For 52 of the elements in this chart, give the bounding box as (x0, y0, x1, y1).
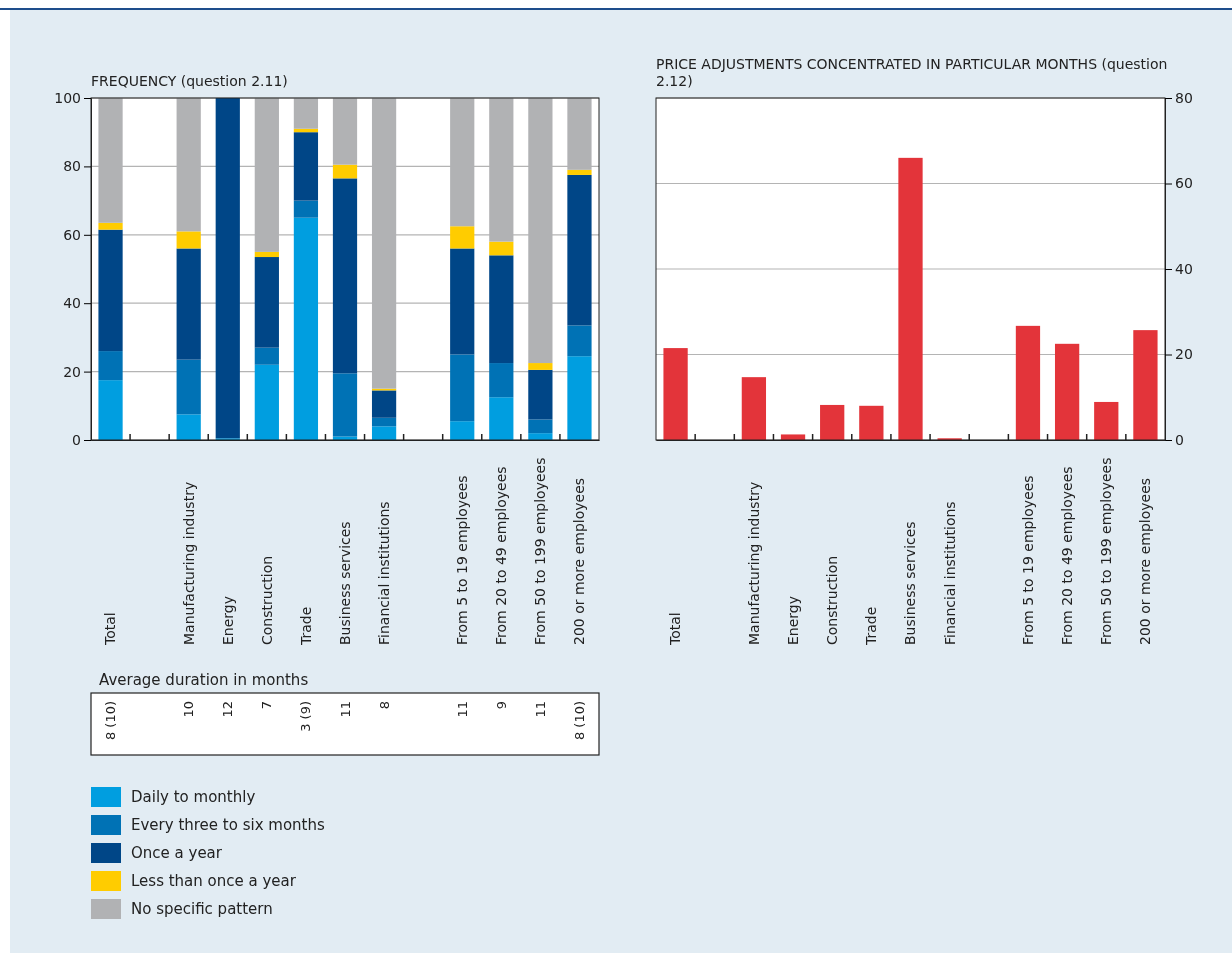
y-tick-label: 80 (63, 158, 81, 175)
legend-label: No specific pattern (131, 900, 273, 919)
y-tick-label: 60 (63, 226, 81, 243)
x-tick-label: Manufacturing industry (745, 481, 762, 645)
text: 8 (10) (103, 701, 119, 741)
y-tick-label: 100 (54, 89, 81, 106)
y-tick-label: 20 (63, 363, 81, 380)
text: 11 (454, 701, 470, 718)
x-tick-label: Trade (297, 606, 314, 646)
legend-label: Every three to six months (131, 816, 325, 835)
x-tick-label: Business services (902, 521, 919, 645)
chart-title: PRICE ADJUSTMENTS CONCENTRATED IN PARTICULAR MONTHS (question 2.12) (656, 56, 1168, 89)
text: 12 (220, 701, 236, 718)
legend-label: Daily to monthly (131, 788, 256, 807)
text: 11 (532, 701, 548, 718)
text: 7 (259, 701, 275, 710)
y-tick-label: 20 (1175, 346, 1193, 363)
text: 8 (10) (572, 701, 588, 741)
text: 11 (337, 701, 353, 718)
y-tick-label: 80 (1175, 89, 1193, 106)
x-tick-label: Construction (824, 555, 841, 645)
text: 3 (9) (298, 701, 314, 732)
x-tick-label: Financial institutions (941, 501, 958, 645)
chart-title: FREQUENCY (question 2.11) (91, 73, 288, 89)
text: Average duration in months (99, 671, 309, 689)
x-tick-label: Total (102, 612, 119, 646)
y-tick-label: 40 (63, 295, 81, 312)
legend-label: Once a year (131, 844, 223, 863)
legend-label: Less than once a year (131, 872, 297, 891)
x-tick-label: From 50 to 199 employees (1098, 457, 1115, 645)
x-tick-label: Energy (784, 595, 801, 645)
x-tick-label: Energy (219, 595, 236, 645)
y-tick-label: 40 (1175, 260, 1193, 277)
x-tick-label: Business services (336, 521, 353, 645)
x-tick-label: From 20 to 49 employees (493, 466, 510, 645)
x-tick-label: From 20 to 49 employees (1059, 466, 1076, 645)
x-tick-label: Trade (863, 606, 880, 646)
text: 10 (181, 701, 197, 718)
x-tick-label: Total (667, 612, 684, 646)
x-tick-label: 200 or more employees (571, 477, 588, 645)
x-tick-label: Manufacturing industry (180, 481, 197, 645)
x-tick-label: From 5 to 19 employees (454, 475, 471, 645)
text: 9 (493, 701, 509, 710)
text: 8 (376, 701, 392, 710)
y-tick-label: 0 (72, 431, 81, 448)
x-tick-label: Construction (258, 555, 275, 645)
y-tick-label: 0 (1175, 431, 1184, 448)
x-tick-label: From 5 to 19 employees (1019, 475, 1036, 645)
y-tick-label: 60 (1175, 175, 1193, 192)
x-tick-label: Financial institutions (375, 501, 392, 645)
x-tick-label: From 50 to 199 employees (532, 457, 549, 645)
x-tick-label: 200 or more employees (1137, 477, 1154, 645)
